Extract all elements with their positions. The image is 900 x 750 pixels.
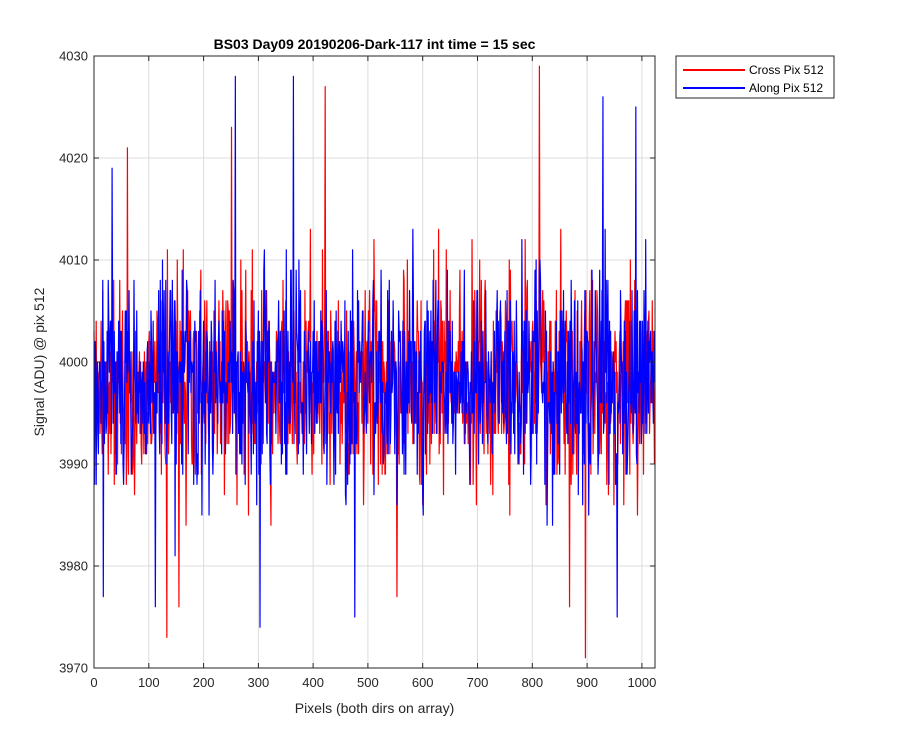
x-tick-label: 700 [467,675,489,690]
y-tick-label: 4010 [59,253,88,268]
x-tick-label: 400 [302,675,324,690]
series-line-along-pix [93,75,656,628]
x-tick-label: 1000 [627,675,656,690]
legend-label-along-pix: Along Pix 512 [749,81,823,95]
y-tick-label: 3990 [59,457,88,472]
x-tick-label: 500 [357,675,379,690]
y-axis-label: Signal (ADU) @ pix 512 [31,287,47,436]
y-tick-label: 3970 [59,661,88,676]
series-lines [93,65,656,659]
x-tick-label: 200 [193,675,215,690]
axis-ticks: 0 100 200 300 400 500 600 700 800 900 1000 3970 3980… [59,49,656,691]
x-tick-label: 600 [412,675,434,690]
y-tick-label: 4000 [59,355,88,370]
x-tick-label: 300 [248,675,270,690]
y-tick-label: 4020 [59,151,88,166]
y-tick-label: 3980 [59,559,88,574]
x-tick-label: 100 [138,675,160,690]
x-axis-label: Pixels (both dirs on array) [295,700,455,716]
legend-box [675,55,835,99]
y-tick-label: 4030 [59,49,88,64]
x-tick-label: 0 [90,675,97,690]
legend-label-cross-pix: Cross Pix 512 [749,63,824,77]
legend[interactable]: Cross Pix 512 Along Pix 512 [675,55,835,99]
x-tick-label: 800 [521,675,543,690]
chart-title: BS03 Day09 20190206-Dark-117 int time = … [214,36,536,52]
x-tick-label: 900 [576,675,598,690]
